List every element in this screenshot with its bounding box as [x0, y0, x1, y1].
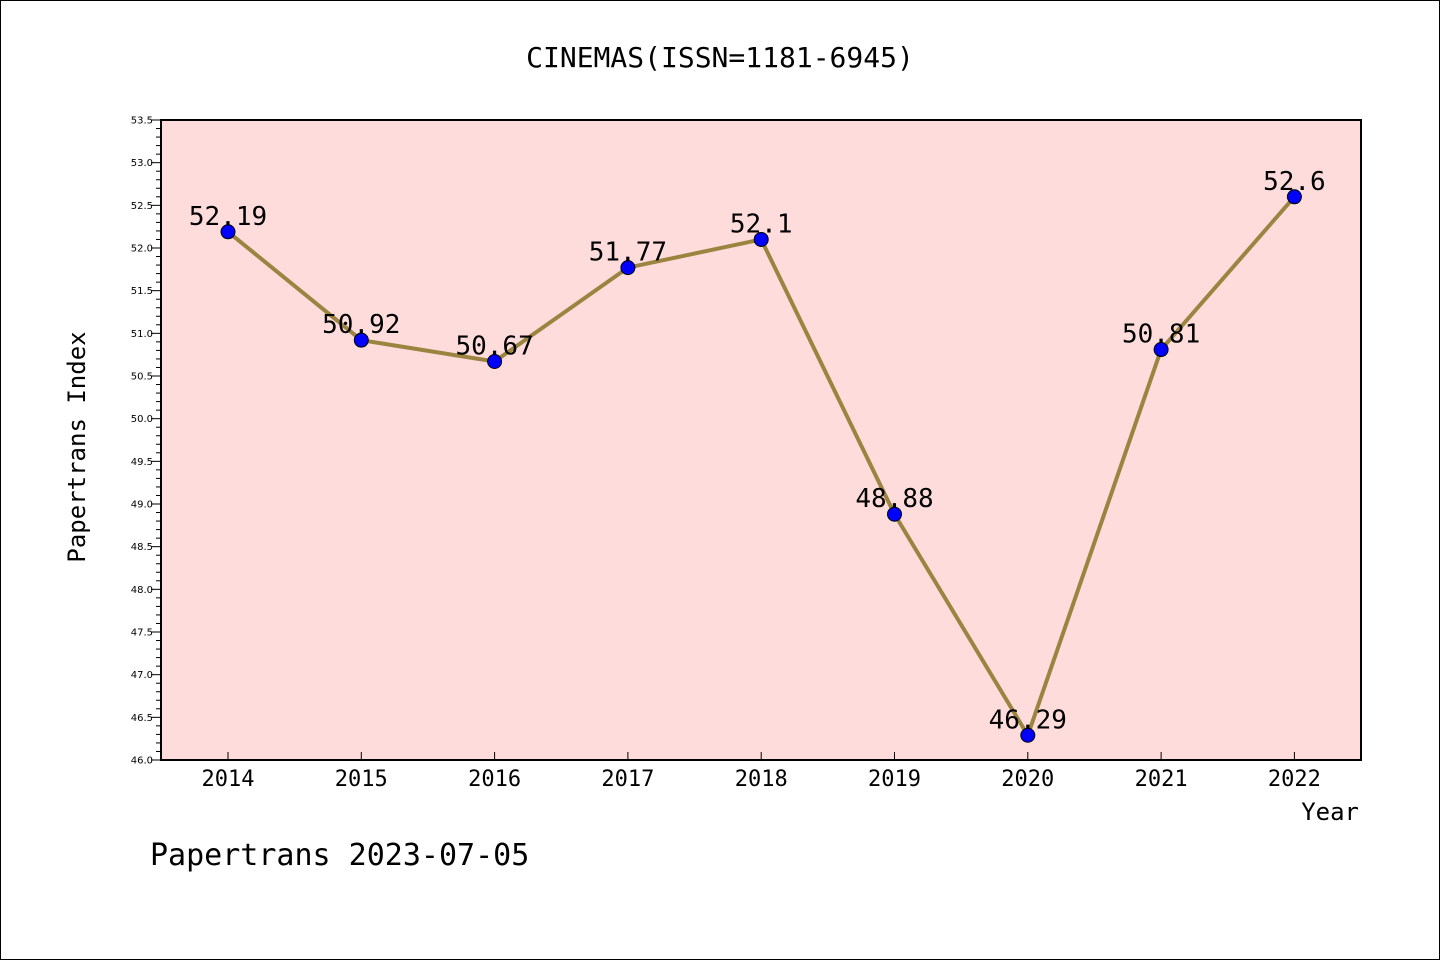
data-label: 52.19 [189, 202, 267, 232]
x-tick-label: 2020 [1001, 767, 1054, 792]
series-markers [220, 189, 1302, 743]
data-label: 50.92 [322, 310, 400, 340]
y-tick-label: 52.0 [131, 244, 153, 255]
y-tick-label: 51.0 [131, 329, 153, 340]
data-point [620, 260, 636, 276]
y-tick-label: 49.5 [131, 457, 153, 468]
x-tick-label: 2017 [601, 767, 654, 792]
x-tick-label: 2018 [735, 767, 788, 792]
data-point [1020, 727, 1036, 743]
data-point [353, 332, 369, 348]
y-axis: 46.0 46.5 47.0 47.5 48.0 48.5 49.0 49.5 50.0 50.5… [131, 116, 161, 767]
y-tick-label: 48.5 [131, 542, 153, 553]
data-label: 46.29 [989, 705, 1067, 735]
data-point [753, 231, 769, 247]
data-point [220, 224, 236, 240]
y-tick-label: 46.0 [131, 756, 153, 767]
y-axis-title: Papertrans Index [63, 331, 91, 562]
footer-credit: Papertrans 2023-07-05 [150, 838, 529, 873]
x-axis: 2014 2015 2016 2017 2018 2019 2020 2021 2022 [202, 752, 1321, 792]
y-tick-label: 50.5 [131, 372, 153, 383]
y-tick-label: 48.0 [131, 585, 153, 596]
y-tick-label: 53.0 [131, 158, 153, 169]
x-tick-label: 2015 [335, 767, 388, 792]
data-point [487, 353, 503, 369]
y-tick-label: 49.0 [131, 500, 153, 511]
x-tick-label: 2016 [468, 767, 521, 792]
y-tick-label: 47.0 [131, 670, 153, 681]
y-tick-label: 53.5 [131, 116, 153, 127]
x-tick-label: 2022 [1268, 767, 1321, 792]
data-labels: 52.19 50.92 50.67 51.77 52.1 48.88 46.29 50.81 5… [189, 167, 1326, 735]
x-tick-label: 2021 [1135, 767, 1188, 792]
y-tick-label: 50.0 [131, 414, 153, 425]
x-tick-label: 2014 [202, 767, 255, 792]
data-label: 50.67 [455, 331, 533, 361]
data-label: 51.77 [589, 238, 667, 268]
data-point [1153, 342, 1169, 358]
x-tick-label: 2019 [868, 767, 921, 792]
data-label: 48.88 [855, 484, 933, 514]
data-label: 52.6 [1263, 167, 1326, 197]
y-tick-label: 52.5 [131, 201, 153, 212]
data-point [887, 506, 902, 522]
y-tick-label: 46.5 [131, 713, 153, 724]
y-tick-label: 51.5 [131, 286, 153, 297]
data-label: 50.81 [1122, 320, 1200, 350]
plot-area [160, 119, 1362, 761]
data-point [1286, 189, 1302, 205]
y-tick-label: 47.5 [131, 628, 153, 639]
x-axis-title: Year [1301, 798, 1359, 826]
data-label: 52.1 [730, 209, 793, 239]
chart-title: CINEMAS(ISSN=1181-6945) [526, 41, 914, 74]
